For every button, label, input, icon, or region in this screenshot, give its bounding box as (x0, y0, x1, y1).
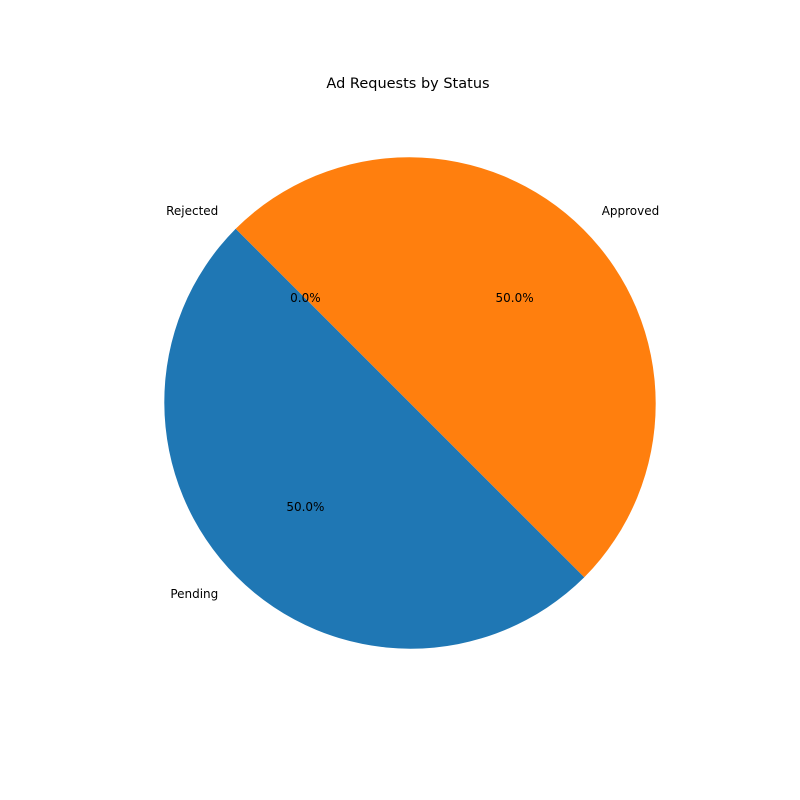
slice-label-rejected: Rejected (166, 204, 218, 218)
percent-label-approved: 50.0% (496, 291, 534, 305)
chart-title: Ad Requests by Status (326, 76, 489, 92)
slice-label-pending: Pending (170, 587, 218, 601)
percent-label-rejected: 0.0% (290, 291, 321, 305)
percent-label-pending: 50.0% (286, 500, 324, 514)
pie-slice-pending (164, 228, 585, 649)
pie-labels: Pending 50.0% Approved 50.0% Rejected 0.0% (166, 204, 659, 601)
pie-slice-approved (235, 157, 656, 578)
slice-label-approved: Approved (602, 204, 660, 218)
pie-slices (164, 157, 656, 649)
